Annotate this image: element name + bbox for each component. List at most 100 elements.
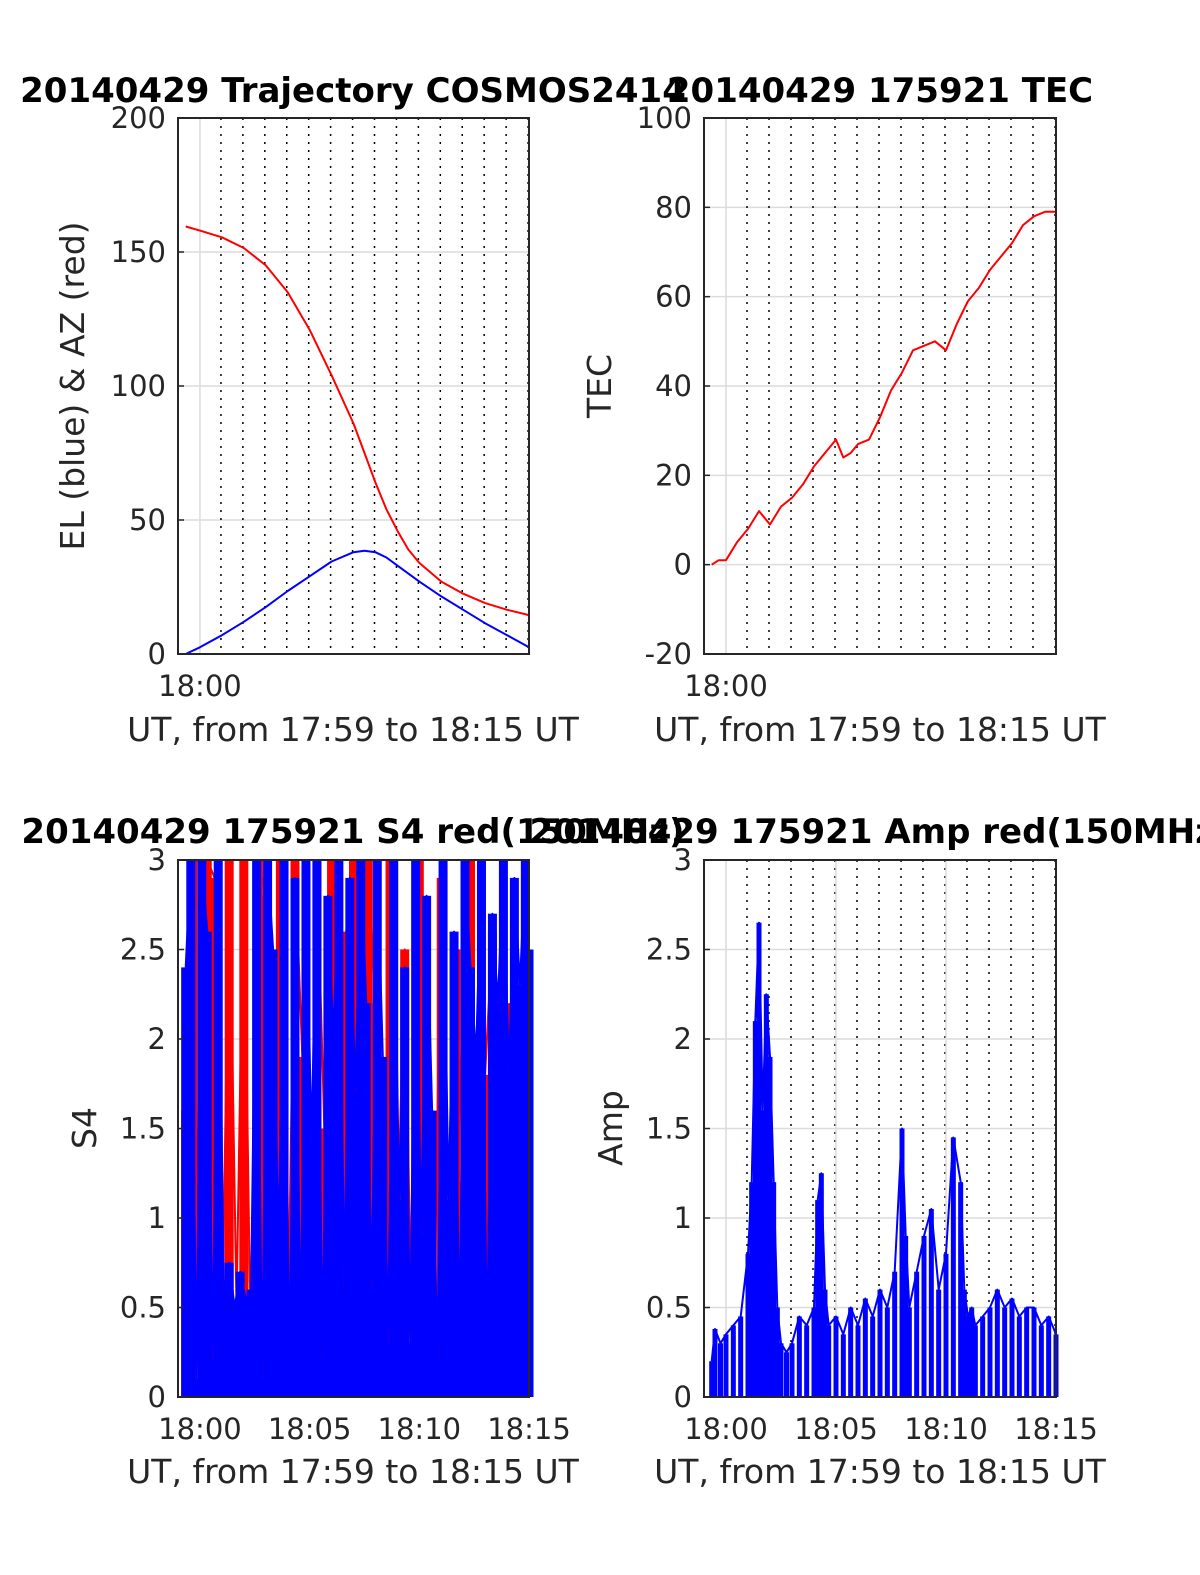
amp-series-0-bar — [833, 1316, 839, 1397]
amp-series-0-bar — [855, 1325, 861, 1397]
s4-series-1-bar — [356, 860, 366, 1397]
s4-x-tick-label: 18:10 — [378, 1412, 462, 1446]
tec-y-label: TEC — [580, 354, 619, 419]
s4-series-1-bar — [372, 860, 382, 1397]
s4-series-1-bar — [274, 1253, 284, 1397]
trajectory-x-tick-label: 18:00 — [158, 669, 242, 703]
s4-series-1-bar — [246, 1289, 256, 1397]
amp-series-0-bar — [826, 1325, 832, 1397]
s4-x-tick-label: 18:15 — [487, 1412, 571, 1446]
tec-y-tick-label: 100 — [637, 101, 692, 135]
tec-x-ticks: 18:00 — [684, 669, 768, 703]
amp-series-0-bar — [1024, 1307, 1030, 1397]
amp-series-0-bar — [870, 1316, 876, 1397]
amp-series-0-bar — [972, 1325, 978, 1397]
amp-series-0-bar — [749, 1182, 755, 1397]
amp-series-0-bar — [709, 1361, 715, 1397]
s4-series-1-bar — [493, 1003, 503, 1397]
amp-y-tick-label: 1.5 — [646, 1112, 692, 1146]
amp-series-0-bar — [906, 1307, 912, 1397]
amp-series-0-bar — [760, 1110, 766, 1397]
s4-series-1-bar — [213, 860, 223, 1397]
amp-series-0-bar — [1002, 1307, 1008, 1397]
amp-series-0-bar — [767, 1056, 773, 1397]
tec-x-tick-label: 18:00 — [684, 669, 768, 703]
amp-y-tick-label: 1 — [674, 1201, 692, 1235]
s4-x-tick-label: 18:00 — [158, 1412, 242, 1446]
trajectory-series-0-line — [185, 225, 530, 617]
trajectory-y-tick-label: 150 — [111, 235, 166, 269]
trajectory-y-label: EL (blue) & AZ (red) — [53, 221, 92, 550]
amp-series-0-bar — [840, 1334, 846, 1397]
s4-series-1-bar — [219, 1289, 229, 1397]
amp-series-0-bar — [745, 1253, 751, 1397]
s4-series-1-bar — [197, 860, 207, 1397]
amp-series-0-bar — [1038, 1325, 1044, 1397]
amp-y-tick-label: 0 — [674, 1380, 692, 1414]
amp-series-0-bar — [862, 1298, 868, 1397]
s4-y-tick-label: 1 — [148, 1201, 166, 1235]
amp-series-0-line — [710, 921, 1057, 1362]
amp-series-0-bar — [1016, 1316, 1022, 1397]
s4-series-1-bar — [433, 1361, 443, 1397]
s4-series-1-bar — [504, 1074, 514, 1397]
s4-x-label: UT, from 17:59 to 18:15 UT — [127, 1452, 580, 1491]
tec-title: 20140429 175921 TEC — [667, 71, 1093, 111]
s4-series-1-bar — [438, 860, 448, 1397]
amp-series-0-bar — [958, 1182, 964, 1397]
amp-series-0-bar — [763, 994, 769, 1397]
s4-series-1-bar — [328, 1039, 338, 1397]
amp-y-ticks: 0 0.5 1 1.5 2 2.5 3 — [646, 843, 710, 1414]
tec-y-tick-label: 80 — [655, 190, 692, 224]
s4-series-1-bar — [361, 1003, 371, 1397]
s4-series-1-bar — [383, 1343, 393, 1397]
s4-series-1-bar — [285, 1379, 295, 1397]
s4-y-tick-label: 1.5 — [120, 1112, 166, 1146]
amp-x-label: UT, from 17:59 to 18:15 UT — [654, 1452, 1107, 1491]
s4-series-1-bar — [301, 860, 311, 1397]
s4-series-1-bar — [241, 1298, 251, 1397]
s4-y-tick-label: 3 — [148, 843, 166, 877]
trajectory-panel: 0 50 100 150 200 18:00 20140429 Trajectory C… — [20, 71, 686, 749]
amp-series-0-bar — [774, 1307, 780, 1397]
amp-series-0-bar — [723, 1334, 729, 1397]
amp-series-0-bar — [987, 1307, 993, 1397]
amp-series-0-bar — [980, 1316, 986, 1397]
amp-title: 20140429 175921 Amp red(150MHz) — [529, 812, 1200, 852]
s4-x-ticks: 18:00 18:05 18:10 18:15 — [158, 1412, 571, 1446]
s4-series-0-bar — [239, 860, 249, 1397]
amp-series-0-bar — [950, 1137, 956, 1397]
tec-y-tick-label: 40 — [655, 369, 692, 403]
s4-series-1-bar — [515, 985, 525, 1397]
tec-y-tick-label: 20 — [655, 458, 692, 492]
amp-series-0-bar — [961, 1289, 967, 1397]
s4-series-1-bar — [394, 1200, 404, 1397]
tec-x-label: UT, from 17:59 to 18:15 UT — [654, 710, 1107, 749]
s4-series-1-bar — [487, 913, 497, 1397]
s4-y-tick-label: 2.5 — [120, 933, 166, 967]
amp-series-0-bar — [884, 1307, 890, 1397]
s4-series-1-bar — [444, 1200, 454, 1397]
tec-panel: -20 0 20 40 60 80 100 18:00 20140429 175921 TE… — [580, 71, 1107, 749]
amp-series-0-bar — [994, 1289, 1000, 1397]
amp-y-label: Amp — [591, 1090, 630, 1166]
amp-series-0-bar — [969, 1307, 975, 1397]
s4-series-1-bar — [416, 1235, 426, 1397]
trajectory-series-1-line — [185, 549, 530, 655]
s4-series-1-bar — [323, 895, 333, 1397]
amp-series-0-bar — [789, 1343, 795, 1397]
amp-x-tick-label: 18:05 — [794, 1412, 878, 1446]
s4-series-1-bar — [295, 1343, 305, 1397]
amp-lines — [709, 921, 1059, 1397]
s4-series-1-line — [184, 859, 530, 1381]
trajectory-x-ticks: 18:00 — [158, 669, 242, 703]
amp-series-0-bar — [921, 1235, 927, 1397]
trajectory-y-tick-label: 200 — [111, 101, 166, 135]
amp-x-ticks: 18:00 18:05 18:10 18:15 — [684, 1412, 1098, 1446]
s4-series-1-bar — [268, 949, 278, 1397]
s4-series-1-bar — [455, 1343, 465, 1397]
amp-series-0-bar — [822, 1289, 828, 1397]
amp-series-0-bar — [965, 1316, 971, 1397]
s4-y-tick-label: 2 — [148, 1022, 166, 1056]
